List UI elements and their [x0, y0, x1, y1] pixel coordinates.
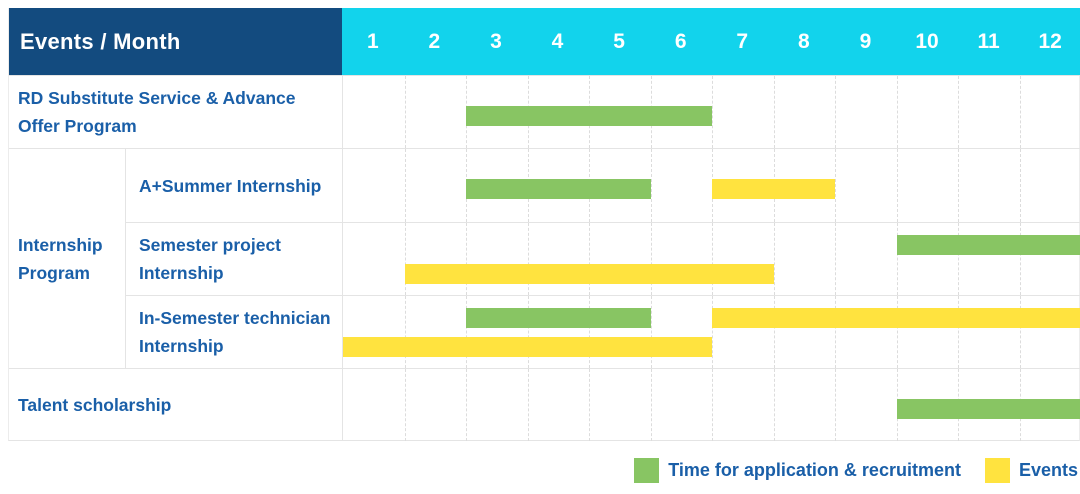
- month-header-cell-3: 3: [490, 29, 502, 53]
- legend-label-events: Events: [1018, 460, 1078, 480]
- month-gridline: [466, 369, 467, 441]
- month-gridline: [1019, 149, 1021, 222]
- event-bar: [712, 308, 1080, 328]
- row-label-text: RD Substitute Service & Advance Offer Pr…: [18, 88, 296, 136]
- gantt-table: Events / Month 1 2 3 4 5 6 7 8 9 10 11 12 RD Substi…: [8, 8, 1080, 441]
- month-gridline: [589, 223, 590, 295]
- month-header-cell-5: 5: [613, 29, 625, 53]
- month-gridline: [896, 76, 898, 148]
- month-gridline: [527, 296, 529, 368]
- chart-row-rd-substitute: [342, 75, 1080, 148]
- month-header-cell-9: 9: [859, 29, 872, 53]
- month-gridline: [650, 223, 652, 295]
- month-gridline: [1019, 76, 1021, 148]
- month-gridline: [527, 369, 529, 441]
- month-gridline: [958, 296, 959, 368]
- row-label-text: A+Summer Internship: [139, 175, 322, 196]
- chart-row-in-semester-technician: [342, 295, 1080, 368]
- application-bar: [896, 235, 1080, 255]
- month-gridline: [589, 369, 590, 441]
- event-bar: [343, 337, 712, 357]
- month-header-row: 1 2 3 4 5 6 7 8 9 10 11 12: [342, 8, 1080, 75]
- month-gridline: [650, 296, 652, 368]
- row-label-rd-substitute: RD Substitute Service & Advance Offer Pr…: [9, 75, 342, 148]
- legend-label-application: Time for application & recruitment: [668, 460, 961, 480]
- month-header-cell-1: 1: [366, 29, 379, 53]
- month-header-cell-2: 2: [428, 29, 441, 53]
- month-header-cell-10: 10: [915, 29, 939, 53]
- application-swatch-icon: [634, 458, 660, 483]
- month-gridline: [589, 296, 590, 368]
- application-bar: [466, 106, 712, 126]
- group-label-text: Internship Program: [18, 234, 103, 283]
- month-header-cell-11: 11: [977, 29, 1000, 53]
- row-label-text: Semester project Internship: [139, 235, 282, 283]
- month-gridline: [896, 296, 898, 368]
- row-label-text: In-Semester technician Internship: [139, 308, 331, 356]
- month-gridline: [712, 369, 713, 441]
- event-bar: [404, 264, 774, 284]
- row-label-in-semester-technician: In-Semester technician Internship: [125, 295, 342, 368]
- month-gridline: [835, 369, 836, 441]
- month-header-cell-8: 8: [797, 29, 810, 53]
- application-bar: [466, 179, 651, 199]
- month-gridline: [404, 149, 406, 222]
- month-gridline: [835, 76, 836, 148]
- chart-row-semester-project: [342, 222, 1080, 295]
- legend: Time for application & recruitment Event…: [0, 458, 1078, 483]
- application-bar: [896, 399, 1080, 419]
- month-gridline: [404, 223, 406, 295]
- corner-header-label: Events / Month: [20, 28, 181, 54]
- event-bar: [712, 179, 835, 199]
- month-gridline: [835, 149, 836, 222]
- month-header-cell-4: 4: [551, 29, 564, 53]
- month-gridline: [466, 223, 467, 295]
- month-gridline: [466, 296, 467, 368]
- chart-row-talent-scholarship: [342, 368, 1080, 441]
- month-gridline: [958, 76, 959, 148]
- month-gridline: [650, 369, 652, 441]
- month-gridline: [896, 149, 898, 222]
- corner-header-cell: Events / Month: [9, 8, 342, 75]
- row-label-text: Talent scholarship: [18, 395, 172, 415]
- month-gridline: [773, 76, 775, 148]
- events-swatch-icon: [984, 458, 1010, 483]
- month-gridline: [958, 149, 959, 222]
- month-gridline: [404, 76, 406, 148]
- legend-item-application: Time for application & recruitment: [634, 458, 961, 483]
- month-gridline: [958, 223, 959, 295]
- month-gridline: [1019, 223, 1021, 295]
- row-label-talent-scholarship: Talent scholarship: [9, 368, 342, 441]
- month-header-cell-6: 6: [674, 29, 687, 53]
- month-gridline: [773, 223, 775, 295]
- month-gridline: [527, 223, 529, 295]
- month-gridline: [404, 296, 406, 368]
- month-gridline: [773, 369, 775, 441]
- group-label-internship-program: Internship Program: [9, 148, 125, 368]
- row-label-a-plus-summer: A+Summer Internship: [125, 148, 342, 222]
- month-gridline: [712, 296, 713, 368]
- month-gridline: [650, 149, 652, 222]
- month-gridline: [712, 223, 713, 295]
- month-header-cell-7: 7: [736, 29, 749, 53]
- month-gridline: [896, 223, 898, 295]
- month-gridline: [404, 369, 406, 441]
- legend-item-events: Events: [984, 458, 1078, 483]
- month-gridline: [712, 76, 713, 148]
- row-label-semester-project: Semester project Internship: [125, 222, 342, 295]
- month-gridline: [835, 223, 836, 295]
- month-gridline: [773, 296, 775, 368]
- application-bar: [466, 308, 651, 328]
- chart-row-a-plus-summer: [342, 148, 1080, 222]
- month-gridline: [1019, 296, 1021, 368]
- month-gridline: [835, 296, 836, 368]
- month-header-cell-12: 12: [1038, 29, 1062, 53]
